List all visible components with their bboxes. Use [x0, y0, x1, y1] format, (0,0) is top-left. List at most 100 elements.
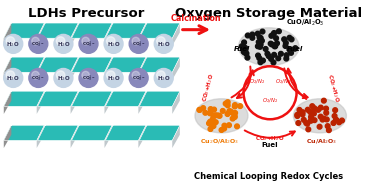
- Circle shape: [107, 37, 115, 45]
- Circle shape: [300, 112, 305, 117]
- Circle shape: [232, 104, 237, 109]
- Circle shape: [289, 37, 294, 42]
- Circle shape: [213, 120, 218, 125]
- Circle shape: [242, 50, 247, 55]
- Circle shape: [265, 51, 270, 56]
- Circle shape: [311, 111, 316, 116]
- Polygon shape: [37, 23, 44, 46]
- Circle shape: [129, 68, 148, 87]
- Polygon shape: [4, 125, 44, 140]
- Circle shape: [217, 113, 222, 118]
- Ellipse shape: [239, 28, 299, 66]
- Circle shape: [222, 126, 226, 131]
- Circle shape: [339, 118, 344, 123]
- Text: Cu$_2$O/Al$_2$O$_3$: Cu$_2$O/Al$_2$O$_3$: [200, 138, 239, 146]
- Circle shape: [322, 116, 326, 121]
- Circle shape: [54, 34, 73, 53]
- Circle shape: [156, 71, 165, 79]
- Circle shape: [239, 44, 244, 49]
- Circle shape: [29, 34, 48, 53]
- Circle shape: [332, 114, 337, 118]
- Circle shape: [255, 31, 260, 36]
- Polygon shape: [105, 57, 146, 72]
- Circle shape: [4, 68, 23, 87]
- Circle shape: [333, 108, 338, 112]
- Text: CO$_3^{2-}$: CO$_3^{2-}$: [132, 73, 146, 84]
- Circle shape: [257, 44, 261, 48]
- Text: Calcination: Calcination: [170, 14, 221, 23]
- Circle shape: [232, 103, 237, 107]
- Circle shape: [260, 58, 265, 63]
- Circle shape: [104, 68, 123, 87]
- Circle shape: [269, 33, 274, 38]
- Circle shape: [301, 117, 306, 122]
- Circle shape: [209, 124, 214, 128]
- Circle shape: [293, 46, 297, 51]
- Text: CO$_3^{2-}$: CO$_3^{2-}$: [132, 39, 146, 50]
- Circle shape: [154, 34, 173, 53]
- Polygon shape: [37, 91, 44, 114]
- Circle shape: [56, 37, 65, 45]
- Circle shape: [284, 40, 288, 45]
- Circle shape: [238, 104, 243, 108]
- Text: H$_2$O: H$_2$O: [157, 74, 170, 83]
- Polygon shape: [37, 57, 44, 80]
- Polygon shape: [172, 91, 180, 114]
- Text: CO$_2$+H$_2$O: CO$_2$+H$_2$O: [325, 73, 341, 104]
- Circle shape: [318, 114, 323, 119]
- Circle shape: [156, 37, 165, 45]
- Circle shape: [244, 51, 249, 56]
- Circle shape: [225, 112, 230, 116]
- Circle shape: [268, 41, 273, 46]
- Circle shape: [198, 107, 202, 112]
- Circle shape: [232, 114, 237, 119]
- Circle shape: [271, 32, 276, 37]
- Text: CO$_3^{2-}$: CO$_3^{2-}$: [31, 73, 45, 84]
- Polygon shape: [104, 23, 112, 46]
- Circle shape: [208, 119, 212, 124]
- Circle shape: [225, 103, 230, 108]
- Circle shape: [284, 53, 289, 57]
- Circle shape: [212, 107, 217, 112]
- Text: H$_2$O: H$_2$O: [6, 74, 20, 83]
- Circle shape: [211, 117, 215, 121]
- Circle shape: [282, 37, 287, 42]
- Circle shape: [250, 32, 255, 37]
- Circle shape: [258, 42, 263, 47]
- Polygon shape: [4, 57, 11, 80]
- Circle shape: [250, 36, 255, 40]
- Polygon shape: [38, 57, 78, 72]
- Polygon shape: [38, 23, 78, 38]
- Polygon shape: [4, 57, 44, 72]
- Circle shape: [304, 121, 308, 125]
- Circle shape: [284, 56, 289, 61]
- Circle shape: [309, 115, 313, 119]
- Text: Oxygen Storage Material: Oxygen Storage Material: [175, 7, 363, 20]
- Polygon shape: [4, 23, 11, 46]
- Circle shape: [310, 111, 314, 115]
- Circle shape: [269, 57, 273, 61]
- Circle shape: [232, 114, 237, 118]
- Ellipse shape: [293, 99, 346, 133]
- Circle shape: [327, 128, 331, 132]
- Circle shape: [295, 112, 300, 117]
- Circle shape: [272, 52, 276, 57]
- Polygon shape: [172, 57, 180, 80]
- Circle shape: [107, 71, 115, 79]
- Circle shape: [256, 53, 260, 58]
- Circle shape: [208, 107, 213, 112]
- Text: O$_2$/N$_2$: O$_2$/N$_2$: [262, 96, 278, 105]
- Circle shape: [260, 29, 265, 34]
- Circle shape: [6, 37, 15, 45]
- Circle shape: [287, 35, 292, 40]
- Circle shape: [266, 54, 271, 58]
- Circle shape: [296, 121, 301, 125]
- Circle shape: [289, 50, 293, 55]
- Circle shape: [211, 113, 216, 118]
- Circle shape: [32, 37, 39, 45]
- Polygon shape: [4, 23, 44, 38]
- Text: H$_2$O: H$_2$O: [57, 40, 70, 49]
- Circle shape: [263, 46, 268, 51]
- Text: Fuel: Fuel: [287, 46, 304, 52]
- Polygon shape: [71, 23, 112, 38]
